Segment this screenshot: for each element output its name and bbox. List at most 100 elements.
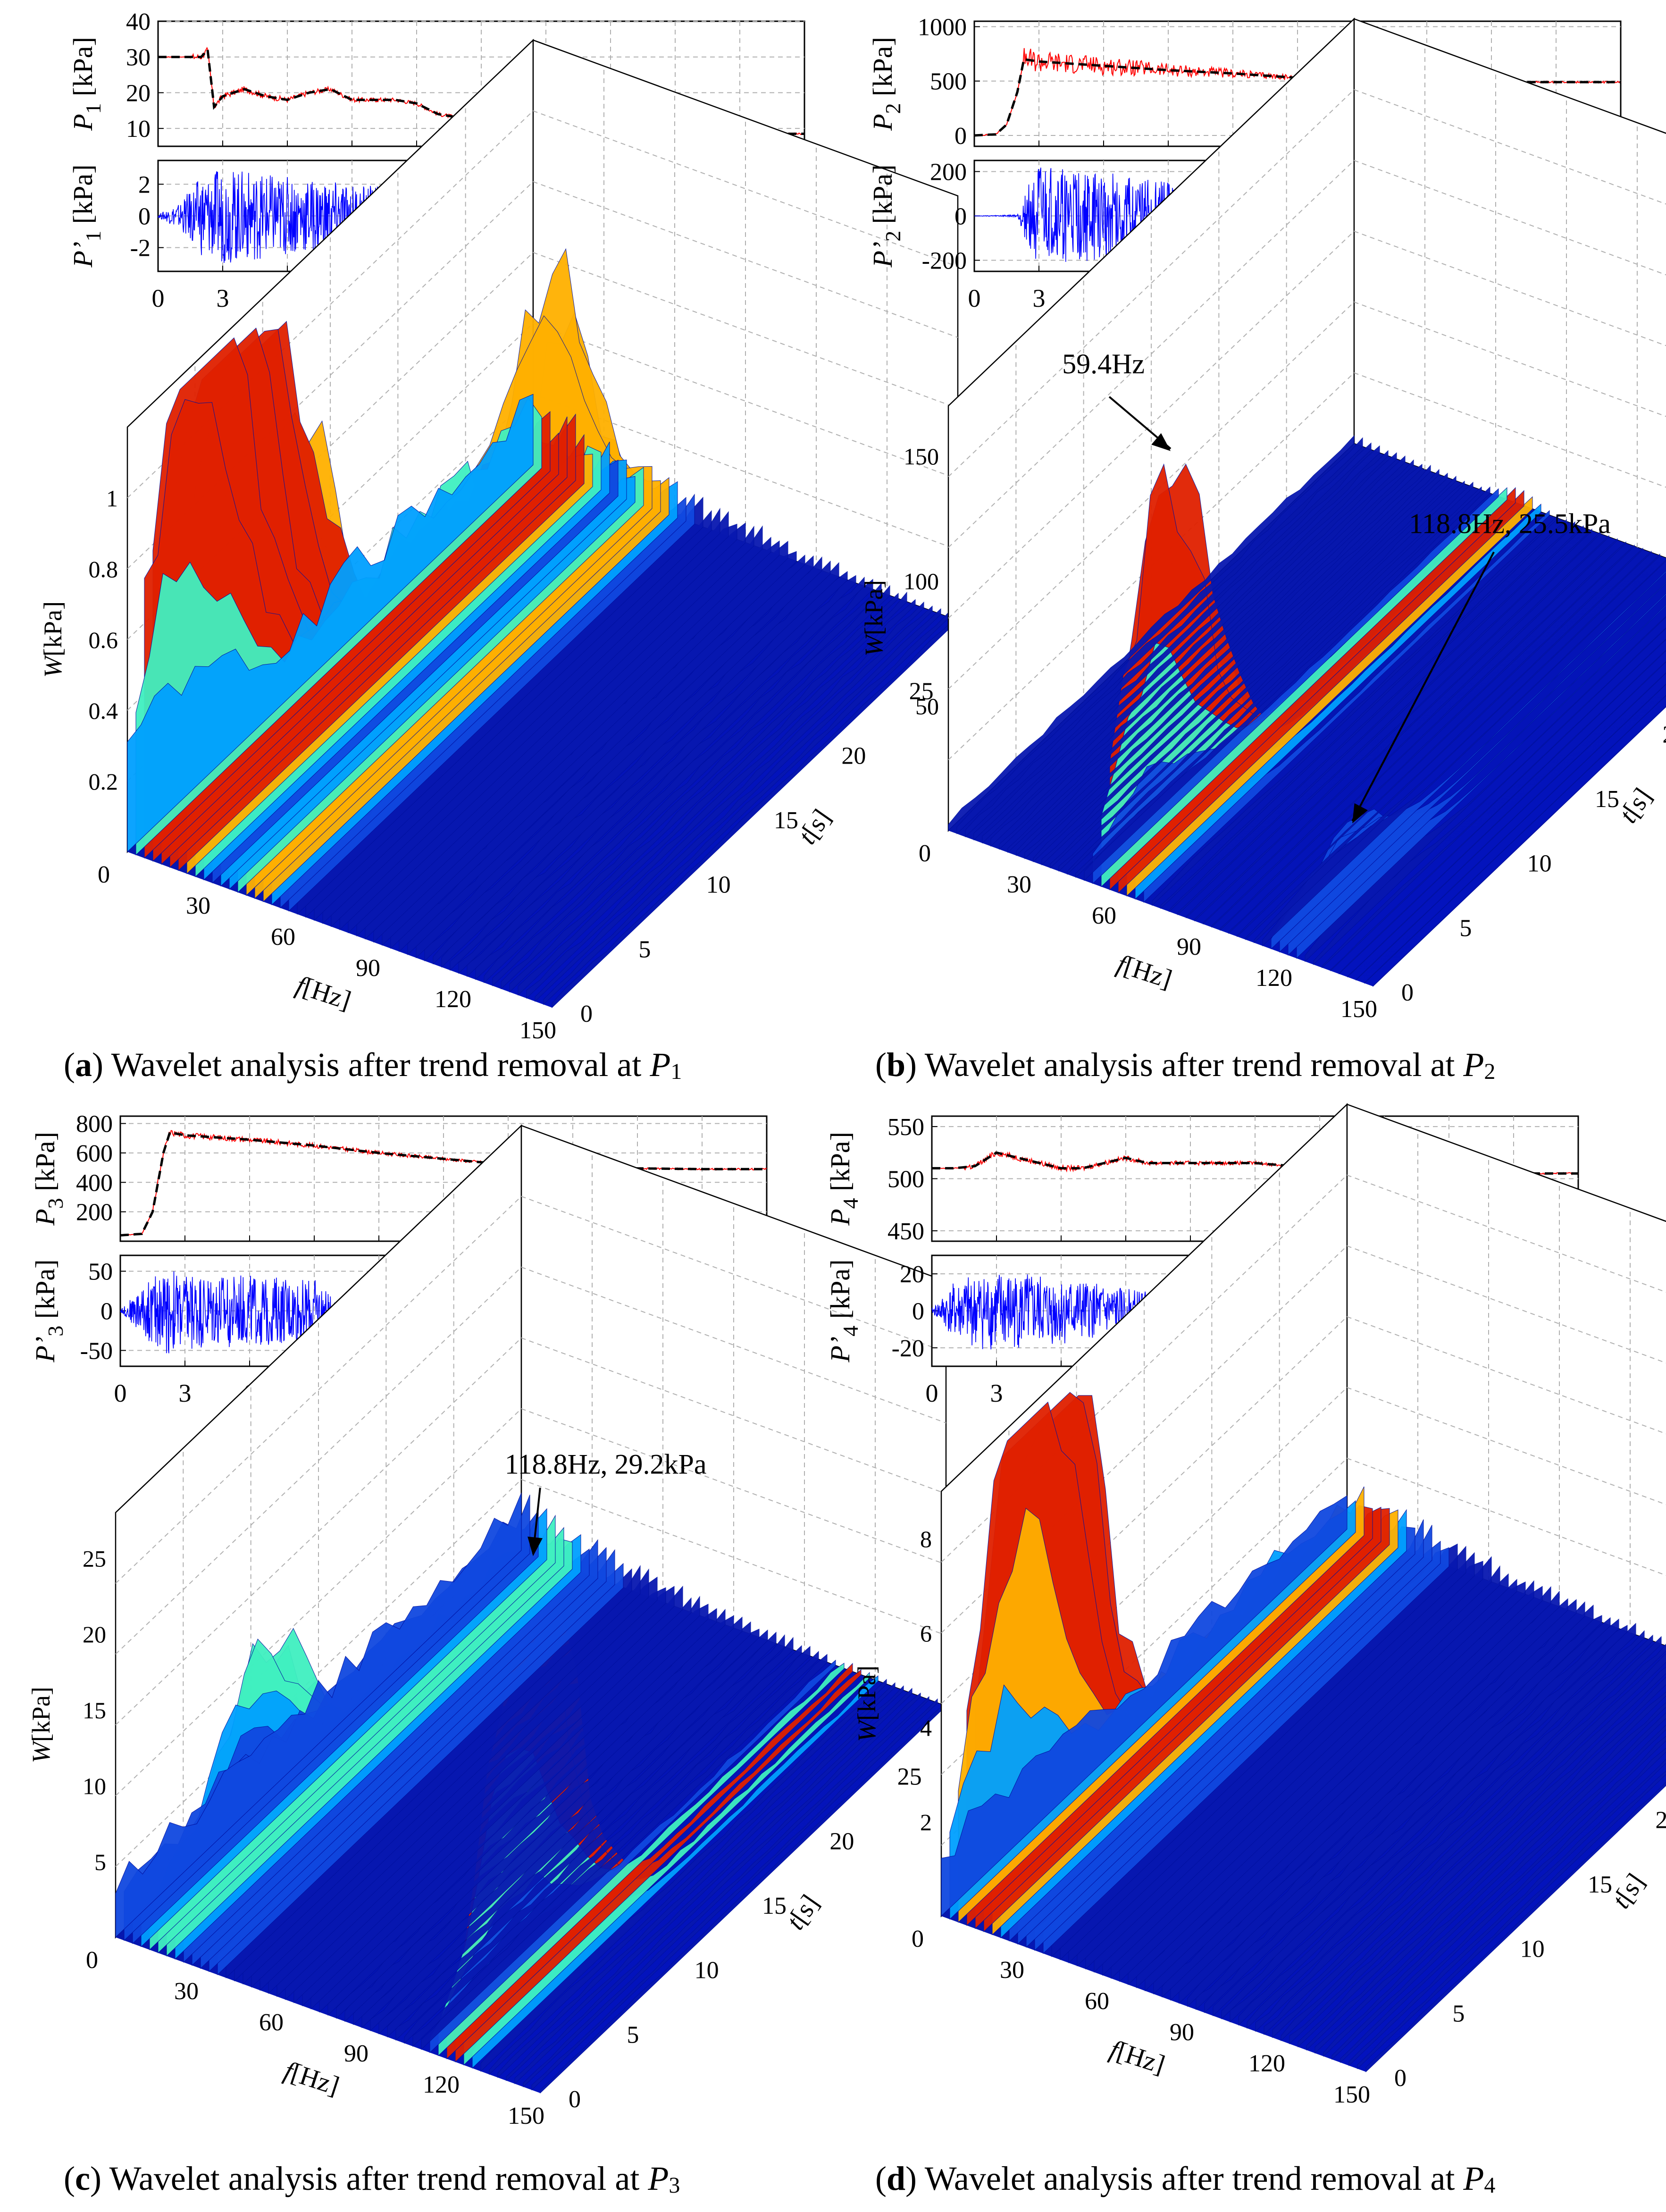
spectrum-slice bbox=[1373, 706, 1666, 987]
spectrum-slice bbox=[982, 450, 1389, 844]
y-axis-label: P’4 [kPa] bbox=[825, 1260, 862, 1363]
t-tick-label: 5 bbox=[1459, 915, 1472, 942]
spectrum-slice bbox=[1058, 480, 1465, 872]
y-tick-label: -200 bbox=[922, 248, 967, 275]
spectrum-slice bbox=[941, 1495, 1348, 1917]
t-tick-label: 10 bbox=[1527, 850, 1552, 877]
z-tick-label: 150 bbox=[904, 443, 939, 470]
z-tick-label: 50 bbox=[915, 693, 939, 719]
caption-b: (b) Wavelet analysis after trend removal… bbox=[875, 1046, 1496, 1084]
y-tick-label: 200 bbox=[930, 159, 967, 186]
spectrum-slice bbox=[509, 599, 916, 993]
y-tick-label: 50 bbox=[88, 1259, 113, 1286]
peak-annotation: 59.4Hz bbox=[1062, 348, 1145, 379]
f-tick-label: 30 bbox=[174, 1978, 199, 2005]
f-axis-label: f[Hz] bbox=[293, 970, 355, 1015]
t-tick-label: 0 bbox=[569, 2086, 581, 2113]
t-tick-label: 20 bbox=[1662, 721, 1666, 748]
x-tick-label: 3 bbox=[990, 1379, 1003, 1407]
f-tick-label: 0 bbox=[98, 861, 110, 888]
x-tick-label: 3 bbox=[179, 1379, 192, 1407]
y-tick-label: 0 bbox=[954, 123, 967, 150]
spectrum-slice bbox=[1092, 488, 1499, 884]
spectrum-slice bbox=[523, 1696, 929, 2087]
f-tick-label: 60 bbox=[271, 924, 295, 950]
y-axis-label: P’1 [kPa] bbox=[67, 165, 105, 268]
spectrum-slice bbox=[1228, 544, 1635, 934]
f-tick-label: 0 bbox=[919, 840, 931, 867]
spectrum-slice bbox=[1340, 1747, 1666, 2063]
spectrum-slice bbox=[1289, 1676, 1666, 2044]
z-tick-label: 100 bbox=[904, 568, 939, 595]
x-tick-label: 3 bbox=[217, 284, 229, 312]
f-tick-label: 90 bbox=[1170, 2019, 1194, 2046]
f-tick-label: 150 bbox=[1333, 2081, 1370, 2108]
z-tick-label: 1 bbox=[106, 485, 118, 512]
surface-plot: 50100150W[kPa]0306090120150f[Hz]05101520… bbox=[860, 17, 1666, 1023]
spectrum-slice bbox=[412, 1651, 819, 2047]
spectrum-slice bbox=[1347, 672, 1666, 978]
z-tick-label: 0.4 bbox=[89, 698, 118, 724]
annotation-arrowhead bbox=[527, 1536, 543, 1556]
t-tick-label: 15 bbox=[1588, 1871, 1612, 1898]
z-tick-label: 10 bbox=[83, 1773, 106, 1800]
grid-line bbox=[948, 89, 1666, 477]
spectrum-slice bbox=[1024, 464, 1431, 859]
z-tick-label: 25 bbox=[83, 1545, 106, 1572]
spectrum-slice bbox=[1322, 639, 1666, 968]
spectrum-slice bbox=[395, 1645, 802, 2041]
y-tick-label: 400 bbox=[76, 1169, 113, 1196]
annotation-arrowhead bbox=[1352, 803, 1368, 824]
spectrum-slice bbox=[1186, 529, 1592, 918]
spectrum-slice bbox=[1041, 472, 1448, 866]
spectrum-slice bbox=[1007, 459, 1414, 853]
y-axis-label: P’3 [kPa] bbox=[30, 1260, 67, 1363]
z-tick-label: 0.2 bbox=[89, 768, 118, 795]
caption-c: (c) Wavelet analysis after trend removal… bbox=[64, 2160, 680, 2198]
f-tick-label: 120 bbox=[1248, 2050, 1285, 2077]
f-tick-label: 0 bbox=[912, 1926, 924, 1952]
spectrum-slice bbox=[1075, 486, 1482, 878]
y-tick-label: 500 bbox=[887, 1166, 924, 1193]
z-tick-label: 20 bbox=[83, 1621, 106, 1648]
f-tick-label: 150 bbox=[519, 1017, 556, 1044]
spectrum-slice bbox=[1364, 695, 1666, 984]
y-tick-label: 200 bbox=[76, 1199, 113, 1226]
spectrum-slice bbox=[497, 1685, 904, 2078]
spectrum-slice bbox=[1033, 469, 1440, 863]
spectrum-slice bbox=[948, 435, 1355, 832]
x-tick-label: 0 bbox=[114, 1379, 127, 1407]
f-tick-label: 90 bbox=[356, 955, 380, 982]
spectrum-slice bbox=[1152, 514, 1558, 906]
y-tick-label: 800 bbox=[76, 1111, 113, 1138]
spectrum-slice bbox=[1365, 1782, 1666, 2073]
t-axis-label: t[s] bbox=[793, 804, 837, 850]
t-tick-label: 25 bbox=[909, 678, 934, 705]
spectrum-slice bbox=[1306, 1702, 1666, 2051]
y-axis-label: P3 [kPa] bbox=[30, 1132, 67, 1226]
spectrum-slice bbox=[535, 608, 941, 1002]
y-tick-label: -50 bbox=[80, 1337, 113, 1364]
z-tick-label: 6 bbox=[920, 1620, 932, 1647]
y-tick-label: 0 bbox=[100, 1298, 113, 1325]
spectrum-slice bbox=[1213, 1618, 1619, 2017]
spectrum-slice bbox=[1356, 683, 1666, 981]
trend-line bbox=[120, 1131, 767, 1236]
spectrum-slice bbox=[531, 1698, 938, 2091]
y-tick-label: 0 bbox=[138, 203, 151, 230]
peak-annotation: 118.8Hz, 29.2kPa bbox=[505, 1448, 707, 1480]
f-tick-label: 120 bbox=[423, 2071, 460, 2098]
spectrum-slice bbox=[1203, 535, 1609, 925]
z-tick-label: 5 bbox=[94, 1849, 106, 1875]
spectrum-slice bbox=[526, 606, 933, 999]
caption-d: (d) Wavelet analysis after trend removal… bbox=[875, 2160, 1496, 2198]
t-tick-label: 5 bbox=[627, 2021, 639, 2048]
t-tick-label: 20 bbox=[829, 1828, 854, 1855]
spectrum-slice bbox=[1264, 1643, 1666, 2035]
f-tick-label: 30 bbox=[1007, 871, 1031, 898]
y-tick-label: 0 bbox=[954, 203, 967, 230]
